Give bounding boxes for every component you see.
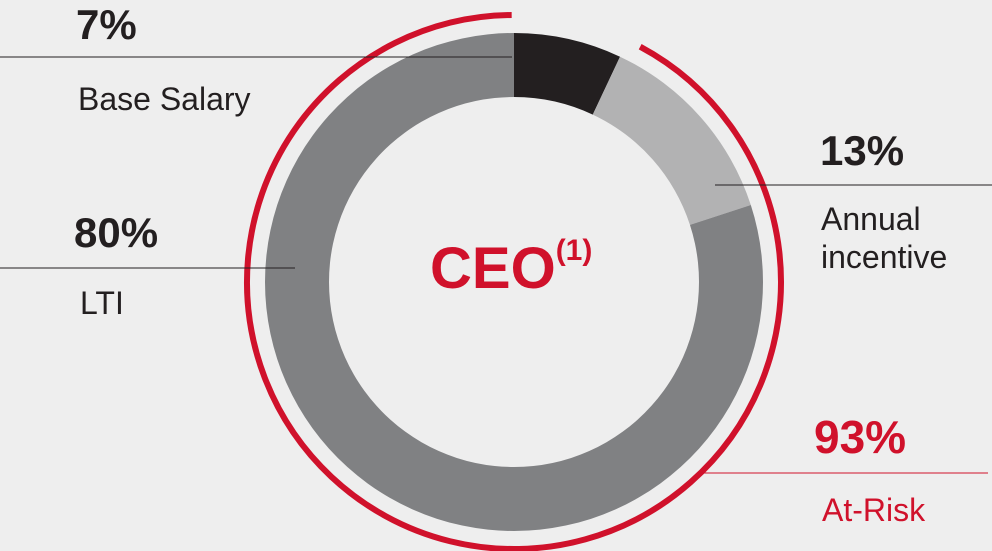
value-label: 13% [820,127,905,174]
value-label: 80% [74,209,159,256]
at-risk-arc [244,12,784,551]
at-risk-value-label: 93% [814,411,907,463]
category-label: Annual incentive [821,201,948,276]
donut-segment [592,56,751,225]
at-risk-label: At-Risk [822,492,926,528]
title-superscript: (1) [555,234,593,267]
value-label: 7% [76,1,137,48]
chart-title: CEO(1) [430,236,592,298]
title-text: CEO [430,236,556,301]
category-label: LTI [80,285,124,321]
category-label: Base Salary [78,81,251,117]
donut-segment [514,33,621,115]
